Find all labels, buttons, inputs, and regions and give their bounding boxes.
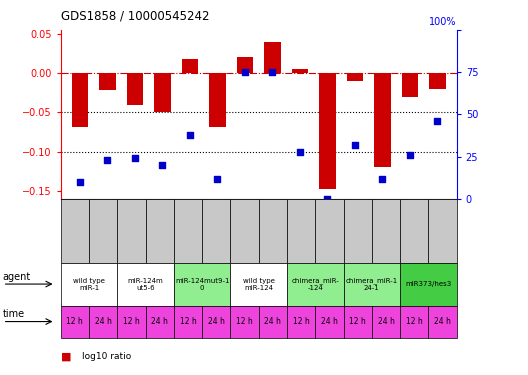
Bar: [287, 306, 315, 338]
Text: 12 h: 12 h: [180, 317, 196, 326]
Bar: [315, 199, 344, 262]
Text: 12 h: 12 h: [236, 317, 253, 326]
Bar: [319, 73, 336, 189]
Bar: [99, 73, 116, 90]
Text: agent: agent: [3, 272, 31, 282]
Bar: [402, 73, 418, 97]
Bar: [117, 199, 146, 262]
Bar: [259, 199, 287, 262]
Text: 24 h: 24 h: [378, 317, 394, 326]
Text: chimera_miR-
-124: chimera_miR- -124: [291, 277, 339, 291]
Text: 24 h: 24 h: [152, 317, 168, 326]
Bar: [61, 306, 89, 338]
Point: [351, 142, 359, 148]
Bar: [174, 262, 230, 306]
Bar: [146, 306, 174, 338]
Bar: [429, 73, 446, 89]
Bar: [61, 262, 117, 306]
Text: 12 h: 12 h: [293, 317, 309, 326]
Point: [433, 118, 442, 124]
Bar: [61, 199, 89, 262]
Text: 24 h: 24 h: [321, 317, 338, 326]
Bar: [400, 262, 457, 306]
Text: 12 h: 12 h: [67, 317, 83, 326]
Bar: [174, 306, 202, 338]
Bar: [374, 73, 391, 167]
Bar: [127, 73, 143, 105]
Point: [213, 176, 222, 181]
Text: miR373/hes3: miR373/hes3: [406, 281, 451, 287]
Bar: [230, 306, 259, 338]
Text: 24 h: 24 h: [208, 317, 225, 326]
Point: [241, 69, 249, 75]
Bar: [428, 306, 457, 338]
Text: 24 h: 24 h: [265, 317, 281, 326]
Bar: [400, 199, 428, 262]
Bar: [89, 199, 117, 262]
Point: [158, 162, 167, 168]
Text: 12 h: 12 h: [350, 317, 366, 326]
Point: [76, 179, 84, 185]
Text: 12 h: 12 h: [406, 317, 423, 326]
Bar: [344, 199, 372, 262]
Text: miR-124m
ut5-6: miR-124m ut5-6: [128, 278, 164, 291]
Text: 12 h: 12 h: [123, 317, 140, 326]
Text: miR-124mut9-1
0: miR-124mut9-1 0: [175, 278, 229, 291]
Bar: [230, 199, 259, 262]
Point: [378, 176, 386, 181]
Text: log10 ratio: log10 ratio: [82, 352, 131, 361]
Bar: [182, 59, 198, 73]
Bar: [117, 306, 146, 338]
Bar: [372, 199, 400, 262]
Text: chimera_miR-1
24-1: chimera_miR-1 24-1: [346, 277, 398, 291]
Bar: [315, 306, 344, 338]
Bar: [146, 199, 174, 262]
Bar: [287, 262, 344, 306]
Text: GDS1858 / 10000545242: GDS1858 / 10000545242: [61, 9, 209, 22]
Bar: [344, 306, 372, 338]
Bar: [287, 199, 315, 262]
Bar: [174, 199, 202, 262]
Point: [323, 196, 332, 202]
Point: [131, 155, 139, 161]
Bar: [89, 306, 117, 338]
Text: wild type
miR-1: wild type miR-1: [73, 278, 105, 291]
Text: 24 h: 24 h: [434, 317, 451, 326]
Bar: [372, 306, 400, 338]
Bar: [291, 69, 308, 73]
Text: wild type
miR-124: wild type miR-124: [243, 278, 275, 291]
Text: ■: ■: [61, 351, 71, 361]
Point: [406, 152, 414, 158]
Bar: [72, 73, 88, 126]
Bar: [117, 262, 174, 306]
Point: [296, 148, 304, 154]
Bar: [154, 73, 171, 112]
Bar: [202, 199, 230, 262]
Bar: [347, 73, 363, 81]
Bar: [259, 306, 287, 338]
Text: time: time: [3, 309, 25, 319]
Point: [103, 157, 112, 163]
Bar: [344, 262, 400, 306]
Bar: [202, 306, 230, 338]
Bar: [209, 73, 225, 126]
Point: [186, 132, 194, 138]
Bar: [428, 199, 457, 262]
Text: 100%: 100%: [429, 16, 457, 27]
Bar: [264, 42, 281, 73]
Bar: [400, 306, 428, 338]
Text: 24 h: 24 h: [95, 317, 111, 326]
Bar: [230, 262, 287, 306]
Point: [268, 69, 277, 75]
Bar: [237, 57, 253, 73]
